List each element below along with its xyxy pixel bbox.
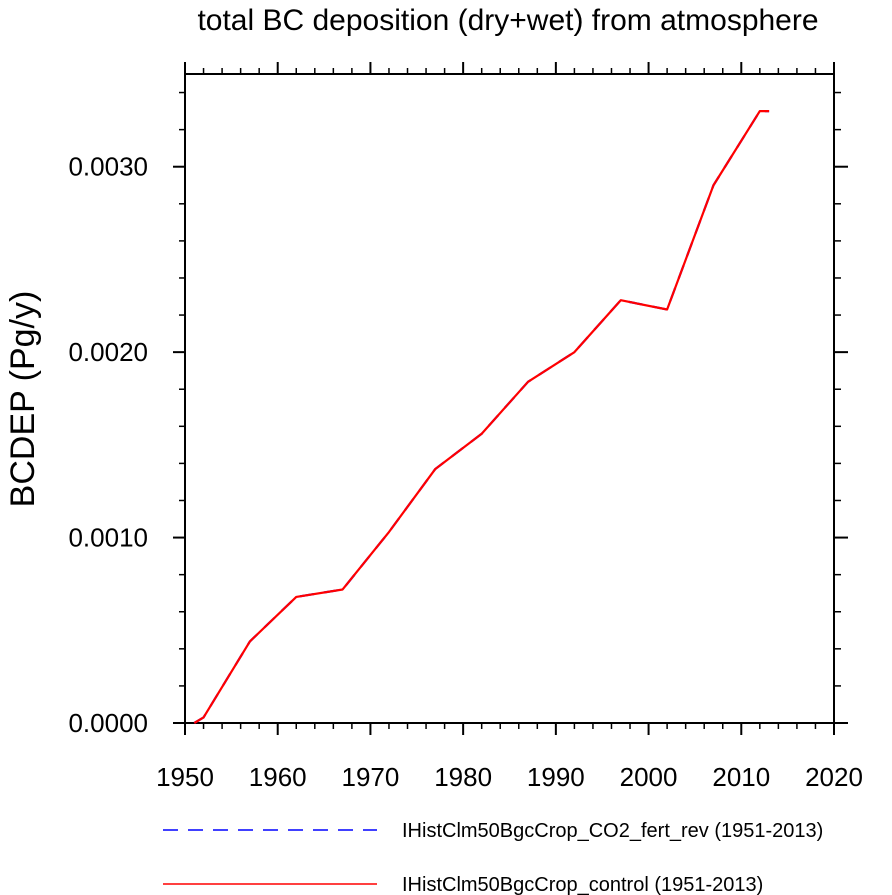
y-tick-label: 0.0000 bbox=[68, 708, 148, 738]
series-line-2 bbox=[193, 109, 770, 724]
y-tick-label: 0.0030 bbox=[68, 152, 148, 182]
y-axis-label: BCDEP (Pg/y) bbox=[4, 291, 42, 508]
series-lines bbox=[193, 109, 770, 724]
legend: IHistClm50BgcCrop_CO2_fert_rev (1951-201… bbox=[163, 820, 823, 895]
x-tick-label: 1960 bbox=[249, 762, 307, 792]
legend-label-2: IHistClm50BgcCrop_control (1951-2013) bbox=[402, 874, 763, 895]
legend-label-1: IHistClm50BgcCrop_CO2_fert_rev (1951-201… bbox=[402, 820, 823, 842]
y-tick-label: 0.0020 bbox=[68, 337, 148, 367]
tick-labels: 1950 1960 1970 1980 1990 2000 2010 2020 0.0000 0.… bbox=[68, 152, 862, 792]
chart-title: total BC deposition (dry+wet) from atmos… bbox=[197, 4, 818, 37]
x-tick-label: 2010 bbox=[712, 762, 770, 792]
plot-frame bbox=[184, 73, 835, 724]
axis-ticks bbox=[173, 62, 848, 735]
series-line-1 bbox=[193, 109, 770, 724]
x-tick-label: 2020 bbox=[805, 762, 863, 792]
x-tick-label: 1970 bbox=[342, 762, 400, 792]
x-tick-label: 1950 bbox=[156, 762, 214, 792]
x-tick-label: 1990 bbox=[527, 762, 585, 792]
x-tick-label: 1980 bbox=[434, 762, 492, 792]
x-tick-label: 2000 bbox=[620, 762, 678, 792]
y-tick-label: 0.0010 bbox=[68, 523, 148, 553]
